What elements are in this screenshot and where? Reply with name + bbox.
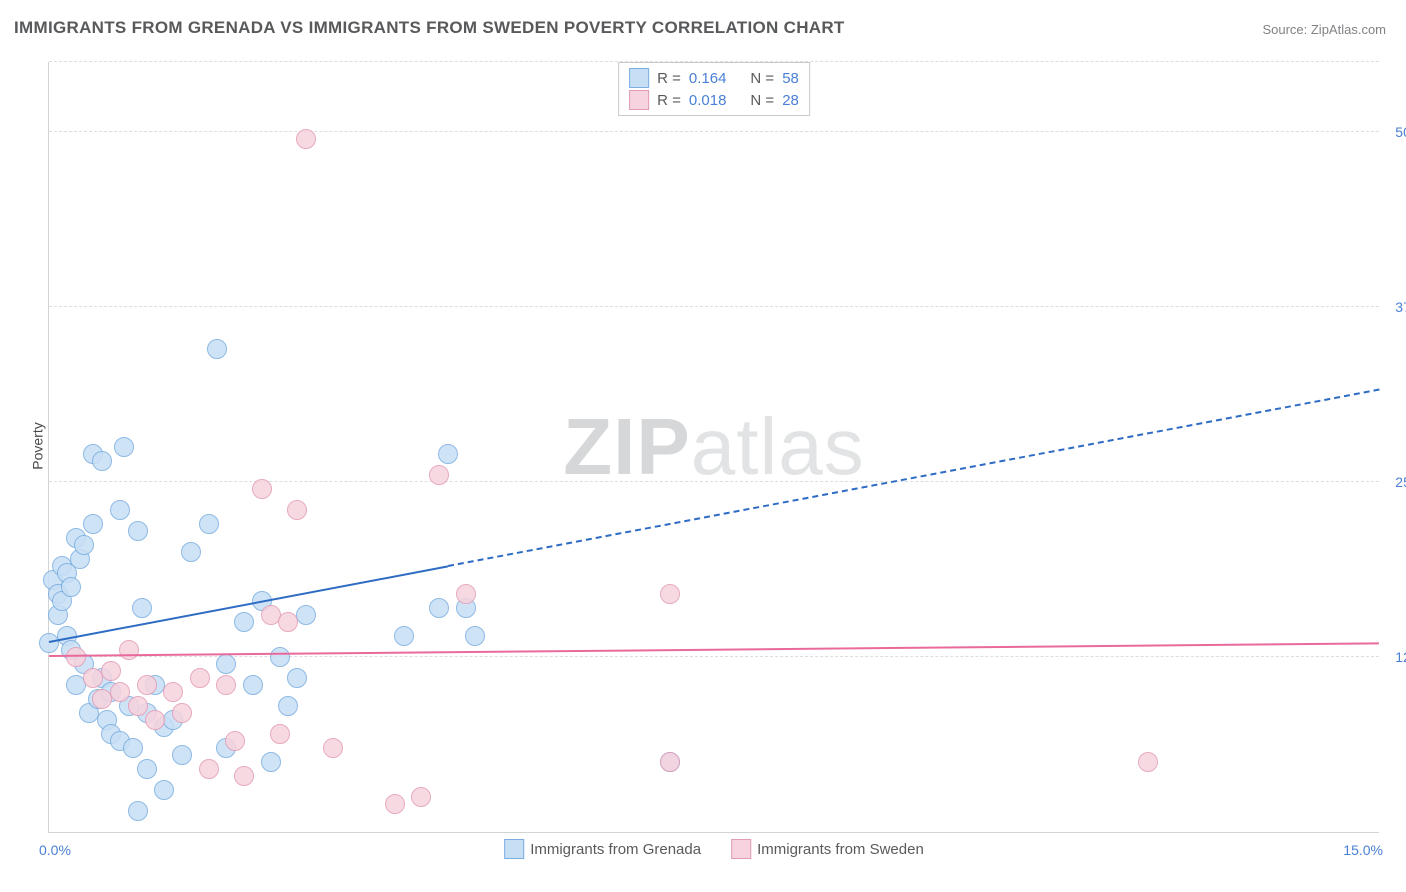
data-point <box>137 675 157 695</box>
data-point <box>216 654 236 674</box>
data-point <box>137 759 157 779</box>
trend-line <box>49 642 1379 657</box>
series-legend: Immigrants from Grenada Immigrants from S… <box>504 840 924 860</box>
gridline <box>49 481 1379 482</box>
data-point <box>216 675 236 695</box>
data-point <box>110 500 130 520</box>
data-point <box>128 521 148 541</box>
legend-item: Immigrants from Sweden <box>731 840 924 860</box>
data-point <box>128 801 148 821</box>
data-point <box>296 605 316 625</box>
data-point <box>278 696 298 716</box>
data-point <box>270 647 290 667</box>
trend-line <box>49 565 448 643</box>
data-point <box>323 738 343 758</box>
data-point <box>110 682 130 702</box>
data-point <box>252 479 272 499</box>
x-tick-min: 0.0% <box>39 842 71 858</box>
trend-line-dashed <box>448 389 1379 567</box>
gridline <box>49 306 1379 307</box>
data-point <box>74 535 94 555</box>
data-point <box>287 668 307 688</box>
legend-n-label: N = <box>750 92 774 109</box>
data-point <box>66 647 86 667</box>
data-point <box>207 339 227 359</box>
plot-area: ZIPatlas R =0.164N =58R =0.018N =28 0.0%… <box>48 62 1379 833</box>
data-point <box>163 682 183 702</box>
data-point <box>61 577 81 597</box>
legend-r-label: R = <box>657 92 681 109</box>
watermark-rest: atlas <box>691 402 865 491</box>
data-point <box>465 626 485 646</box>
data-point <box>145 710 165 730</box>
data-point <box>456 584 476 604</box>
data-point <box>234 766 254 786</box>
legend-item: Immigrants from Grenada <box>504 840 701 860</box>
y-tick-label: 50.0% <box>1385 124 1406 140</box>
legend-n-value: 58 <box>782 70 799 87</box>
data-point <box>438 444 458 464</box>
data-point <box>199 759 219 779</box>
data-point <box>119 640 139 660</box>
data-point <box>296 129 316 149</box>
data-point <box>114 437 134 457</box>
data-point <box>190 668 210 688</box>
data-point <box>92 451 112 471</box>
data-point <box>287 500 307 520</box>
source-label: Source: ZipAtlas.com <box>1262 22 1386 37</box>
legend-n-label: N = <box>750 70 774 87</box>
y-axis-label: Poverty <box>30 422 46 469</box>
data-point <box>123 738 143 758</box>
y-tick-label: 12.5% <box>1385 649 1406 665</box>
data-point <box>172 703 192 723</box>
data-point <box>411 787 431 807</box>
gridline <box>49 656 1379 657</box>
data-point <box>660 584 680 604</box>
data-point <box>429 598 449 618</box>
data-point <box>172 745 192 765</box>
data-point <box>132 598 152 618</box>
legend-row: R = 0.164 N = 58 <box>629 67 799 89</box>
x-tick-max: 15.0% <box>1343 842 1383 858</box>
y-tick-label: 37.5% <box>1385 299 1406 315</box>
watermark: ZIPatlas <box>563 401 864 493</box>
data-point <box>181 542 201 562</box>
data-point <box>154 780 174 800</box>
gridline <box>49 131 1379 132</box>
data-point <box>101 661 121 681</box>
legend-swatch <box>504 839 524 859</box>
legend-r-value: 0.164 <box>689 70 727 87</box>
correlation-legend: R = 0.164 N = 58 R = 0.018 N = 28 <box>618 62 810 116</box>
data-point <box>243 675 263 695</box>
legend-swatch <box>731 839 751 859</box>
data-point <box>261 752 281 772</box>
data-point <box>394 626 414 646</box>
data-point <box>83 514 103 534</box>
legend-series-name: Immigrants from Sweden <box>757 841 924 858</box>
y-tick-label: 25.0% <box>1385 474 1406 490</box>
legend-swatch <box>629 68 649 88</box>
data-point <box>660 752 680 772</box>
chart-title: IMMIGRANTS FROM GRENADA VS IMMIGRANTS FR… <box>14 18 845 38</box>
legend-swatch <box>629 90 649 110</box>
legend-r-label: R = <box>657 70 681 87</box>
data-point <box>429 465 449 485</box>
data-point <box>128 696 148 716</box>
data-point <box>199 514 219 534</box>
data-point <box>234 612 254 632</box>
data-point <box>385 794 405 814</box>
legend-r-value: 0.018 <box>689 92 727 109</box>
legend-series-name: Immigrants from Grenada <box>530 841 701 858</box>
data-point <box>270 724 290 744</box>
legend-row: R = 0.018 N = 28 <box>629 89 799 111</box>
data-point <box>225 731 245 751</box>
legend-n-value: 28 <box>782 92 799 109</box>
data-point <box>278 612 298 632</box>
data-point <box>1138 752 1158 772</box>
watermark-bold: ZIP <box>563 402 690 491</box>
